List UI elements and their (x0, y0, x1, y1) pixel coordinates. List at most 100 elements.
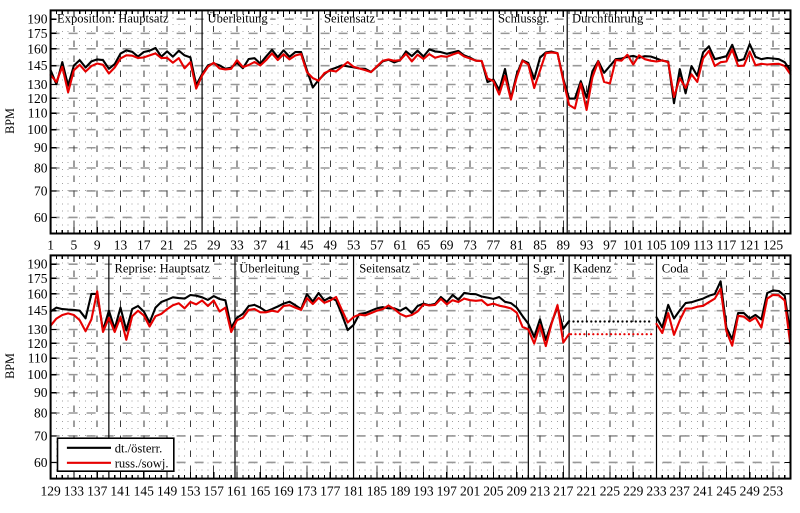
svg-text:121: 121 (740, 237, 760, 252)
svg-text:237: 237 (670, 484, 691, 499)
svg-text:245: 245 (716, 484, 737, 499)
svg-text:149: 149 (157, 484, 178, 499)
svg-text:120: 120 (27, 91, 48, 106)
svg-text:100: 100 (27, 122, 48, 137)
svg-text:213: 213 (530, 484, 551, 499)
svg-text:73: 73 (463, 237, 477, 252)
svg-text:100: 100 (27, 367, 48, 382)
svg-text:161: 161 (227, 484, 247, 499)
svg-text:160: 160 (27, 41, 48, 56)
svg-text:193: 193 (413, 484, 434, 499)
svg-text:61: 61 (393, 237, 407, 252)
svg-text:130: 130 (27, 77, 48, 92)
svg-text:70: 70 (34, 184, 48, 199)
svg-text:120: 120 (27, 336, 48, 351)
svg-text:181: 181 (343, 484, 363, 499)
svg-text:Seitensatz: Seitensatz (324, 12, 375, 26)
svg-text:190: 190 (27, 257, 48, 272)
svg-text:105: 105 (646, 237, 667, 252)
svg-text:25: 25 (184, 237, 198, 252)
svg-text:177: 177 (320, 484, 341, 499)
svg-text:1: 1 (47, 237, 54, 252)
svg-text:S.gr.: S.gr. (533, 262, 556, 276)
svg-text:169: 169 (273, 484, 294, 499)
svg-text:117: 117 (717, 237, 737, 252)
svg-text:217: 217 (553, 484, 574, 499)
svg-text:77: 77 (487, 237, 501, 252)
svg-text:125: 125 (763, 237, 784, 252)
svg-text:57: 57 (370, 237, 384, 252)
svg-text:133: 133 (64, 484, 85, 499)
svg-text:21: 21 (160, 237, 174, 252)
svg-text:201: 201 (460, 484, 480, 499)
svg-text:110: 110 (28, 106, 48, 121)
svg-text:13: 13 (114, 237, 128, 252)
svg-text:175: 175 (27, 26, 48, 41)
svg-text:81: 81 (510, 237, 524, 252)
svg-text:160: 160 (27, 286, 48, 301)
svg-text:65: 65 (417, 237, 431, 252)
svg-text:49: 49 (323, 237, 337, 252)
svg-text:Kadenz: Kadenz (573, 262, 612, 276)
svg-text:85: 85 (533, 237, 547, 252)
svg-text:141: 141 (110, 484, 130, 499)
svg-text:69: 69 (440, 237, 454, 252)
svg-text:229: 229 (623, 484, 644, 499)
svg-text:205: 205 (483, 484, 504, 499)
svg-text:175: 175 (27, 271, 48, 286)
svg-text:5: 5 (71, 237, 78, 252)
svg-text:70: 70 (34, 429, 48, 444)
svg-text:101: 101 (623, 237, 643, 252)
svg-text:Durchführung: Durchführung (572, 12, 644, 26)
svg-text:209: 209 (507, 484, 528, 499)
svg-text:53: 53 (347, 237, 361, 252)
svg-text:221: 221 (576, 484, 596, 499)
svg-text:90: 90 (34, 385, 48, 400)
svg-text:41: 41 (277, 237, 291, 252)
svg-text:93: 93 (580, 237, 594, 252)
svg-text:165: 165 (250, 484, 271, 499)
svg-text:137: 137 (87, 484, 108, 499)
svg-text:241: 241 (693, 484, 713, 499)
svg-text:33: 33 (230, 237, 244, 252)
svg-text:190: 190 (27, 12, 48, 27)
svg-text:Schlussgr.: Schlussgr. (498, 12, 549, 26)
svg-text:109: 109 (670, 237, 691, 252)
svg-text:60: 60 (34, 455, 48, 470)
svg-text:80: 80 (34, 161, 48, 176)
svg-text:189: 189 (390, 484, 411, 499)
svg-text:russ./sowj.: russ./sowj. (115, 456, 169, 470)
svg-text:Seitensatz: Seitensatz (359, 262, 410, 276)
svg-text:225: 225 (600, 484, 621, 499)
svg-text:253: 253 (763, 484, 784, 499)
svg-text:37: 37 (254, 237, 268, 252)
svg-text:80: 80 (34, 406, 48, 421)
svg-text:Coda: Coda (662, 262, 689, 276)
svg-text:17: 17 (137, 237, 151, 252)
svg-text:145: 145 (27, 58, 48, 73)
svg-text:45: 45 (300, 237, 314, 252)
svg-text:129: 129 (40, 484, 61, 499)
svg-text:dt./österr.: dt./österr. (115, 441, 163, 455)
svg-text:185: 185 (367, 484, 388, 499)
svg-text:Überleitung: Überleitung (208, 12, 269, 26)
svg-text:113: 113 (693, 237, 713, 252)
svg-text:145: 145 (134, 484, 155, 499)
svg-text:BPM: BPM (3, 108, 17, 134)
svg-text:29: 29 (207, 237, 221, 252)
svg-text:145: 145 (27, 303, 48, 318)
svg-text:157: 157 (204, 484, 225, 499)
svg-text:197: 197 (437, 484, 458, 499)
svg-text:Exposition: Hauptsatz: Exposition: Hauptsatz (57, 12, 169, 26)
svg-text:173: 173 (297, 484, 318, 499)
svg-text:90: 90 (34, 140, 48, 155)
svg-text:233: 233 (646, 484, 667, 499)
svg-text:249: 249 (740, 484, 761, 499)
svg-text:60: 60 (34, 210, 48, 225)
svg-text:130: 130 (27, 322, 48, 337)
svg-text:BPM: BPM (3, 353, 17, 379)
svg-text:153: 153 (180, 484, 201, 499)
svg-text:Reprise: Hauptsatz: Reprise: Hauptsatz (115, 262, 211, 276)
svg-text:89: 89 (557, 237, 571, 252)
svg-text:Überleitung: Überleitung (239, 262, 300, 276)
